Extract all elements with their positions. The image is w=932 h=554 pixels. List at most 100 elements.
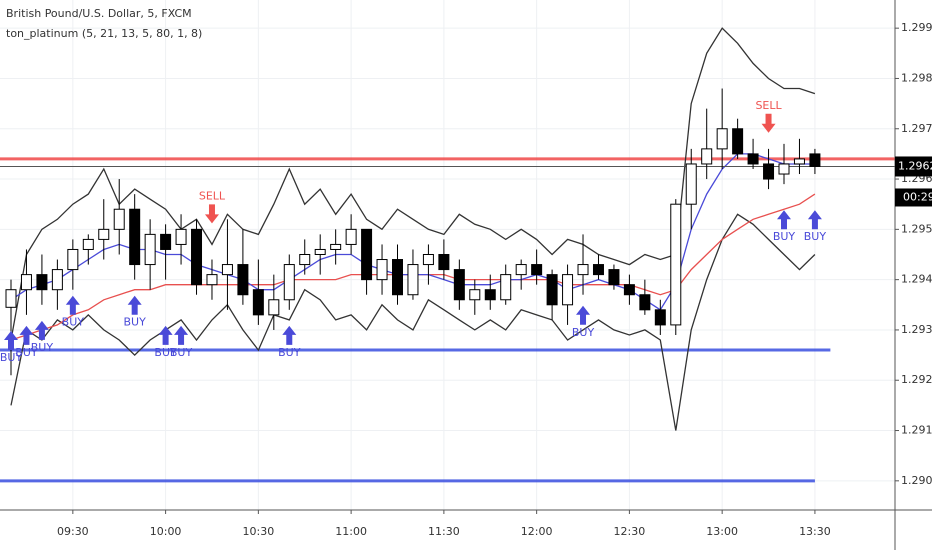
y-tick-label: 1.29200 [901,373,932,386]
signal-label: BUY [15,346,38,359]
candle-body [67,248,79,271]
x-tick-label: 09:30 [57,525,89,538]
buy-arrow [807,210,822,230]
candle-body [577,264,589,276]
candle-body [515,264,527,276]
signal-label: BUY [804,230,827,243]
y-tick-label: 1.29000 [901,474,932,487]
signal-label: BUY [31,341,54,354]
buy-arrow [282,325,297,345]
candle-body [639,294,651,311]
signal-label: BUY [62,316,85,329]
candle-body [732,128,744,155]
candle-body [701,148,713,165]
candle-body [345,228,357,245]
signal-label: BUY [0,351,22,364]
buy-arrow [65,295,80,315]
candle-body [314,248,326,255]
candle-body [144,233,156,266]
candle-body [407,264,419,296]
x-tick-label: 10:30 [243,525,275,538]
candle-body [51,269,63,291]
x-tick-label: 12:00 [521,525,553,538]
candle-body [763,163,775,180]
candle-body [654,309,666,326]
signal-label: BUY [124,316,147,329]
signal-label: SELL [199,189,226,202]
buy-arrow [576,305,591,325]
candle-body [20,274,32,291]
candle-body [608,269,620,286]
y-tick-label: 1.29400 [901,273,932,286]
candle-body [299,253,311,266]
signal-label: SELL [755,99,782,112]
candle-body [221,264,233,276]
signal-label: BUY [170,346,193,359]
candle-body [5,289,17,308]
buy-arrow [777,210,791,230]
candle-body [469,289,481,301]
y-tick-label: 1.29500 [901,222,932,235]
candle-body [175,228,187,245]
candle-body [484,289,496,301]
buy-arrow [127,295,142,315]
candle-body [531,264,543,276]
candle-body [670,203,682,326]
candle-body [36,274,48,291]
sell-arrow [204,204,219,224]
candle-body [809,153,821,167]
candle-body [283,264,295,301]
y-tick-label: 1.29800 [901,71,932,84]
candle-body [793,158,805,165]
candle-body [206,274,218,286]
last-price-label: 1.29625 [898,159,932,172]
buy-arrow [4,330,18,350]
candle-body [500,274,512,301]
candle-body [160,233,172,250]
candle-body [361,228,373,281]
candle-body [129,208,141,266]
candle-body [623,284,635,296]
candle-body [252,289,264,316]
candle-body [237,264,249,296]
sell-arrow [761,113,776,133]
x-tick-label: 13:00 [706,525,738,538]
y-tick-label: 1.29900 [901,21,932,34]
indicator-line [10,213,816,431]
candle-body [562,274,574,306]
candle-body [330,243,342,250]
y-tick-label: 1.29300 [901,323,932,336]
candle-body [438,253,450,271]
buy-arrow [34,320,49,340]
countdown-tag [895,188,932,207]
candle-body [747,153,759,165]
candle-body [778,163,790,175]
candle-body [98,228,110,240]
candle-body [392,259,403,296]
candle-body [453,269,465,301]
x-tick-label: 12:30 [614,525,646,538]
signal-label: BUY [154,346,177,359]
candle-body [716,128,728,150]
x-tick-label: 11:30 [428,525,460,538]
chart-title: British Pound/U.S. Dollar, 5, FXCM [6,7,192,20]
countdown-label: 00:29 [903,190,932,203]
x-tick-label: 13:30 [799,525,831,538]
buy-arrow [174,325,189,345]
y-tick-label: 1.29100 [901,424,932,437]
signal-label: BUY [572,326,595,339]
buy-arrow [158,325,173,345]
candle-body [113,208,125,230]
signal-label: BUY [773,230,796,243]
y-tick-label: 1.29700 [901,122,932,135]
candle-body [592,264,604,276]
x-tick-label: 10:00 [150,525,182,538]
candle-body [546,274,558,306]
candle-body [191,228,203,286]
buy-arrow [19,325,34,345]
indicator-title: ton_platinum (5, 21, 13, 5, 80, 1, 8) [6,27,202,40]
candle-body [685,163,697,205]
signal-label: BUY [278,346,301,359]
